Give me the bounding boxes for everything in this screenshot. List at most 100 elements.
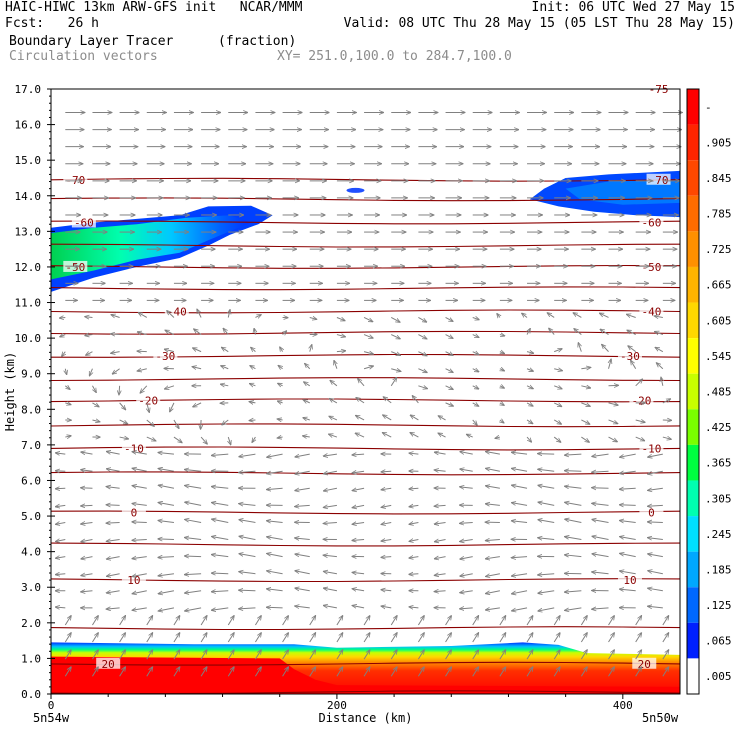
circulation-vector: [409, 505, 419, 506]
circulation-vector: [170, 402, 175, 412]
circulation-vector: [352, 572, 365, 573]
circulation-vector: [538, 485, 555, 489]
circulation-vector: [227, 633, 234, 643]
circulation-vector: [390, 650, 397, 660]
circulation-vector: [526, 633, 533, 643]
circulation-vector: [648, 606, 663, 608]
circulation-vector: [249, 402, 256, 403]
colorbar-swatch: [687, 409, 699, 445]
circulation-vector: [352, 522, 365, 524]
circulation-vector: [383, 415, 392, 421]
circulation-vector: [211, 608, 229, 610]
circulation-vector: [526, 667, 533, 677]
circulation-vector: [132, 468, 147, 472]
circulation-vector: [648, 571, 663, 575]
circulation-vector: [472, 352, 479, 355]
colorbar-swatch: [687, 338, 699, 374]
contour-label-background: [121, 574, 146, 586]
circulation-vector: [119, 402, 126, 410]
circulation-vector: [282, 633, 289, 643]
circulation-vector: [173, 633, 180, 643]
circulation-vector: [409, 574, 419, 575]
circulation-vector: [647, 522, 663, 523]
contour-label: -60: [641, 216, 661, 229]
contour-label-background: [121, 442, 146, 454]
circulation-vector: [184, 574, 202, 575]
circulation-vector: [221, 347, 229, 353]
circulation-vector: [409, 557, 419, 558]
colorbar-label: .005: [705, 670, 732, 683]
contour-label-background: [632, 657, 657, 669]
contour-label: 0: [131, 507, 138, 520]
circulation-vector: [526, 436, 531, 442]
circulation-vector: [60, 335, 66, 337]
circulation-vector: [64, 616, 71, 626]
colorbar-label: -: [705, 101, 712, 114]
y-tick-label: 6.0: [21, 474, 41, 487]
circulation-vector: [227, 616, 234, 626]
circulation-vector: [662, 437, 672, 439]
circulation-vector: [112, 368, 120, 374]
contour-label-background: [646, 173, 671, 185]
colorbar-swatch: [687, 195, 699, 232]
circulation-vector: [220, 384, 229, 386]
circulation-vector: [55, 540, 66, 542]
circulation-vector: [499, 616, 506, 626]
circulation-vector: [239, 572, 256, 574]
circulation-vector: [390, 317, 400, 322]
circulation-vector: [363, 650, 370, 660]
circulation-vector: [434, 470, 446, 471]
circulation-vector: [132, 522, 147, 523]
circulation-vector: [282, 667, 289, 677]
circulation-vector: [538, 502, 555, 506]
circulation-vector: [81, 522, 93, 524]
circulation-vector: [381, 540, 392, 542]
circulation-vector: [329, 416, 338, 421]
circulation-vector: [553, 633, 560, 643]
circulation-vector: [485, 590, 500, 594]
circulation-vector: [472, 335, 479, 338]
circulation-vector: [295, 554, 310, 557]
circulation-vector: [336, 616, 343, 626]
circulation-vector: [511, 503, 528, 506]
circulation-vector: [212, 503, 229, 506]
circulation-vector: [81, 470, 93, 472]
circulation-vector: [352, 589, 365, 591]
circulation-vector: [106, 591, 120, 593]
circulation-vector: [527, 329, 530, 335]
circulation-vector: [81, 574, 93, 576]
circulation-vector: [330, 380, 338, 387]
contour-label: 20: [102, 658, 115, 671]
circulation-vector: [277, 401, 283, 403]
circulation-vector: [619, 505, 636, 506]
circulation-vector: [381, 557, 392, 558]
tracer-boundary-layer-core: [51, 656, 680, 694]
circulation-vector: [64, 650, 71, 660]
x-tick-label: 0: [48, 699, 55, 712]
contour-label-background: [121, 506, 146, 518]
circulation-vector: [628, 346, 636, 353]
circulation-vector: [106, 505, 120, 506]
header-forecast-hour: Fcst: 26 h: [5, 16, 99, 31]
circulation-vector: [655, 332, 664, 335]
circulation-vector: [323, 588, 338, 592]
circulation-vector: [445, 633, 452, 643]
circulation-vector: [472, 386, 479, 389]
y-tick-label: 8.0: [21, 403, 41, 416]
contour-label-background: [617, 349, 642, 361]
circulation-vector: [592, 554, 609, 558]
circulation-vector: [620, 453, 636, 457]
circulation-vector: [158, 453, 174, 455]
circulation-vector: [472, 616, 479, 626]
circulation-vector: [277, 419, 283, 420]
circulation-vector: [445, 385, 454, 390]
circulation-vector: [620, 553, 636, 558]
circulation-vector: [472, 667, 479, 677]
circulation-vector: [460, 557, 473, 560]
contour-label-background: [617, 574, 642, 586]
contour-label-background: [639, 442, 664, 454]
colorbar-label: .485: [705, 386, 732, 399]
circulation-vector: [106, 522, 120, 523]
circulation-vector: [445, 403, 454, 406]
circulation-vector: [363, 317, 373, 321]
